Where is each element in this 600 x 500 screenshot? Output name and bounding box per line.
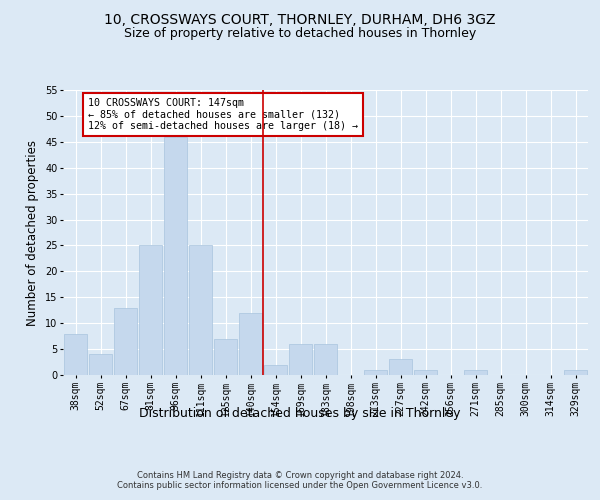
Text: 10, CROSSWAYS COURT, THORNLEY, DURHAM, DH6 3GZ: 10, CROSSWAYS COURT, THORNLEY, DURHAM, D… [104, 12, 496, 26]
Y-axis label: Number of detached properties: Number of detached properties [26, 140, 40, 326]
Bar [164, 136, 187, 375]
Bar [139, 246, 163, 375]
Text: 10 CROSSWAYS COURT: 147sqm
← 85% of detached houses are smaller (132)
12% of sem: 10 CROSSWAYS COURT: 147sqm ← 85% of deta… [88, 98, 358, 131]
Bar [314, 344, 337, 375]
Bar [563, 370, 587, 375]
Text: Contains HM Land Registry data © Crown copyright and database right 2024.
Contai: Contains HM Land Registry data © Crown c… [118, 470, 482, 490]
Text: Distribution of detached houses by size in Thornley: Distribution of detached houses by size … [139, 408, 461, 420]
Bar [188, 246, 212, 375]
Bar [113, 308, 137, 375]
Bar [64, 334, 88, 375]
Bar [464, 370, 487, 375]
Bar [239, 313, 262, 375]
Bar [289, 344, 313, 375]
Text: Size of property relative to detached houses in Thornley: Size of property relative to detached ho… [124, 28, 476, 40]
Bar [413, 370, 437, 375]
Bar [214, 338, 238, 375]
Bar [263, 364, 287, 375]
Bar [89, 354, 112, 375]
Bar [389, 360, 412, 375]
Bar [364, 370, 388, 375]
